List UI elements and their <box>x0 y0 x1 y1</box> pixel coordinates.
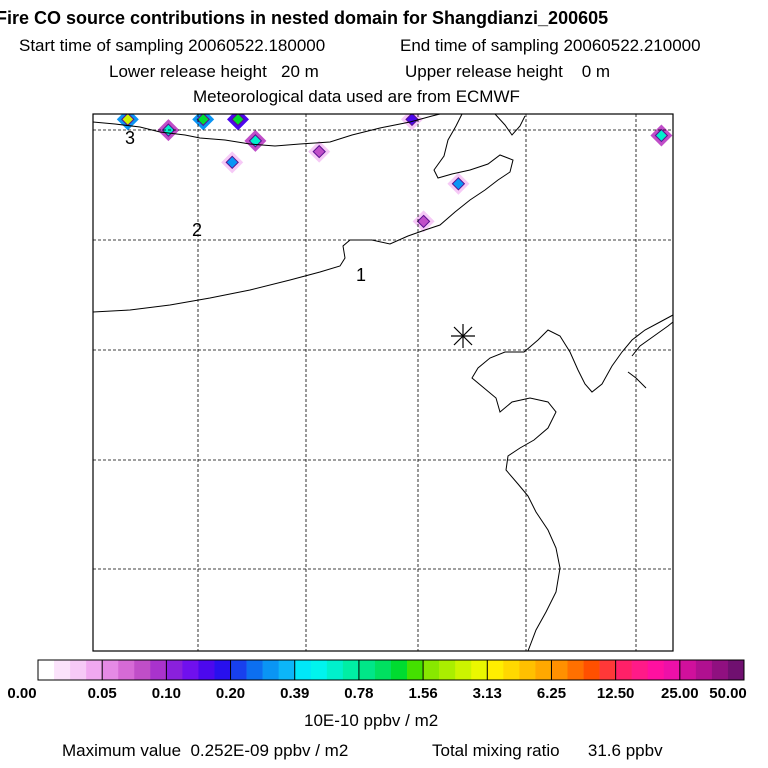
coastline-bay <box>93 114 514 313</box>
colorbar-cell <box>519 660 536 680</box>
colorbar-cell <box>567 660 584 680</box>
colorbar-cell <box>391 660 408 680</box>
colorbar-cell <box>70 660 87 680</box>
colorbar-cell <box>535 660 552 680</box>
colorbar-cell <box>727 660 745 680</box>
total-mixing-ratio: Total mixing ratio 31.6 ppbv <box>432 741 663 760</box>
colorbar-cell <box>246 660 263 680</box>
colorbar-cell <box>423 660 440 680</box>
colorbar-cell <box>38 660 55 680</box>
receptor-asterisk-icon <box>451 324 475 348</box>
colorbar-cell <box>294 660 312 680</box>
colorbar-tick-label: 0.10 <box>151 685 181 702</box>
colorbar-cell <box>407 660 424 680</box>
colorbar-cell <box>278 660 296 680</box>
coastline-north <box>93 114 441 147</box>
concentration-blob <box>196 114 210 127</box>
colorbar-cell <box>358 660 376 680</box>
colorbar-tick-label: 25.00 <box>661 685 699 702</box>
colorbar-cell <box>711 660 729 680</box>
colorbar-tick-label: 0.78 <box>344 685 374 702</box>
graticule <box>93 114 673 651</box>
colorbar-units: 10E-10 ppbv / m2 <box>304 711 439 730</box>
contour-label-3: 3 <box>125 128 135 148</box>
colorbar-tick-label: 0.20 <box>215 685 246 702</box>
colorbar-cell <box>102 660 119 680</box>
colorbar-tick-label: 50.00 <box>709 685 747 702</box>
colorbar-tick-label: 0.00 <box>7 685 37 702</box>
concentration-blob <box>225 155 239 170</box>
chart-title: Fire CO source contributions in nested d… <box>0 8 609 28</box>
contour-label-1: 1 <box>356 265 366 285</box>
colorbar-tick-label: 0.39 <box>280 685 310 702</box>
colorbar-cell <box>695 660 713 680</box>
colorbar-cell <box>214 660 231 680</box>
concentration-blob <box>231 114 245 127</box>
start-time: Start time of sampling 20060522.180000 <box>19 36 326 55</box>
concentration-blob <box>312 144 326 159</box>
colorbar-cell <box>54 660 71 680</box>
colorbar-tick-label: 12.50 <box>596 685 635 702</box>
colorbar-tick-label: 1.56 <box>408 685 438 702</box>
colorbar-cell <box>615 660 632 680</box>
coastline-korea <box>494 114 526 136</box>
colorbar-cell <box>198 660 215 680</box>
maximum-value: Maximum value 0.252E-09 ppbv / m2 <box>62 741 349 760</box>
colorbar-cell <box>455 660 472 680</box>
colorbar-cell <box>503 660 520 680</box>
colorbar-cell <box>439 660 456 680</box>
colorbar-cell <box>262 660 279 680</box>
colorbar-cell <box>631 660 649 680</box>
concentration-blob <box>654 128 669 143</box>
map-frame-bg <box>93 114 673 651</box>
colorbar-cell <box>326 660 344 680</box>
colorbar-cell <box>310 660 328 680</box>
colorbar-cell <box>374 660 392 680</box>
end-time: End time of sampling 20060522.210000 <box>400 36 701 55</box>
colorbar-tick-label: 6.25 <box>536 685 567 702</box>
colorbar-cell <box>118 660 135 680</box>
colorbar-cell <box>551 660 568 680</box>
colorbar-cell <box>230 660 247 680</box>
met-data-source: Meteorological data used are from ECMWF <box>193 87 520 106</box>
colorbar-cell <box>663 660 681 680</box>
lower-release-height: Lower release height 20 m <box>109 62 319 81</box>
colorbar-tick-label: 3.13 <box>472 685 502 702</box>
upper-release-height: Upper release height 0 m <box>405 62 611 81</box>
colorbar-frame <box>37 659 745 681</box>
colorbar-cell <box>134 660 151 680</box>
map-frame <box>92 113 674 652</box>
colorbar-cell <box>487 660 504 680</box>
contour-label-2: 2 <box>192 220 202 240</box>
colorbar-cell <box>342 660 360 680</box>
colorbar-cell <box>166 660 183 680</box>
concentration-blob <box>416 214 431 229</box>
colorbar-tick-label: 0.05 <box>87 685 117 702</box>
coastline-east-island <box>627 321 673 389</box>
concentration-blob <box>405 114 419 127</box>
colorbar-cell <box>182 660 199 680</box>
colorbar-cell <box>471 660 488 680</box>
colorbar-cell <box>647 660 665 680</box>
colorbar-cell <box>679 660 697 680</box>
colorbar-cell <box>599 660 616 680</box>
colorbar-cell <box>583 660 600 680</box>
colorbar <box>37 659 745 681</box>
coastline-east <box>471 314 673 651</box>
colorbar-cell <box>150 660 167 680</box>
concentration-blob <box>451 177 466 191</box>
colorbar-cell <box>86 660 103 680</box>
